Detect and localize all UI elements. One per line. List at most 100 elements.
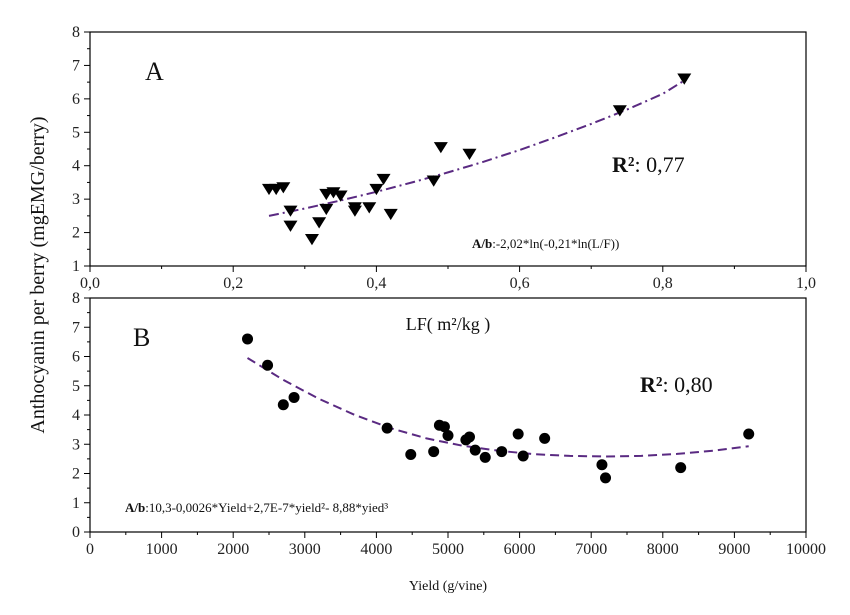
panel-b-y-ticks: 0 1 2 3 4 5 6 7 8 — [72, 290, 90, 541]
x-tick-label: 6000 — [504, 541, 536, 558]
y-tick-label: 1 — [72, 495, 80, 512]
x-tick-label: 0,6 — [510, 275, 530, 292]
panel-b-x-axis-title: Yield (g/vine) — [409, 579, 487, 594]
data-point — [442, 429, 454, 441]
x-tick-label: 0,4 — [366, 275, 386, 292]
panel-a-fit-curve — [268, 79, 685, 217]
data-point — [462, 148, 477, 160]
panel-b-points — [242, 333, 755, 484]
data-point — [276, 182, 291, 194]
panel-b-r2-label: R² — [640, 372, 663, 397]
y-tick-label: 4 — [72, 407, 80, 424]
x-tick-label: 7000 — [575, 541, 607, 558]
data-point — [283, 205, 298, 217]
y-tick-label: 8 — [72, 290, 80, 307]
y-tick-label: 3 — [72, 436, 80, 453]
data-point — [304, 234, 319, 246]
panel-a-points — [262, 73, 692, 246]
x-tick-label: 1000 — [146, 541, 178, 558]
panel-b-x-ticks: 0 1000 2000 3000 4000 5000 6000 7000 8000 9000 100… — [86, 532, 826, 558]
panel-a-label: A — [145, 57, 164, 86]
y-tick-label: 8 — [72, 24, 80, 41]
x-tick-label: 0 — [86, 541, 94, 558]
data-point — [288, 391, 300, 403]
data-point — [326, 187, 341, 199]
x-tick-label: 8000 — [647, 541, 679, 558]
data-point — [463, 431, 475, 443]
data-point — [319, 203, 334, 216]
y-tick-label: 2 — [72, 225, 80, 242]
data-point — [347, 202, 362, 214]
y-tick-label: 5 — [72, 378, 80, 395]
data-point — [376, 173, 391, 186]
x-tick-label: 9000 — [718, 541, 750, 558]
y-tick-label: 2 — [72, 466, 80, 483]
panel-b-equation-label: A/b — [125, 500, 145, 515]
y-tick-label: 0 — [72, 524, 80, 541]
data-point — [677, 73, 692, 85]
x-tick-label: 0,8 — [653, 275, 673, 292]
y-tick-label: 6 — [72, 91, 80, 108]
data-point — [612, 105, 627, 117]
data-point — [428, 446, 440, 458]
data-point — [242, 333, 254, 345]
panel-b-equation: A/b:10,3-0,0026*Yield+2,7E-7*yield²- 8,8… — [125, 500, 388, 515]
y-tick-label: 3 — [72, 191, 80, 208]
data-point — [312, 217, 327, 229]
data-point — [469, 444, 481, 456]
data-point — [512, 428, 524, 440]
data-point — [333, 190, 348, 202]
data-point — [426, 175, 441, 187]
panel-b-r2-value: : 0,80 — [662, 372, 712, 397]
x-tick-label: 0,0 — [80, 275, 100, 292]
data-point — [362, 202, 377, 214]
x-tick-label: 3000 — [289, 541, 321, 558]
data-point — [438, 421, 450, 433]
data-point — [262, 359, 274, 371]
data-point — [539, 432, 551, 444]
x-tick-label: 10000 — [786, 541, 826, 558]
data-point — [277, 399, 289, 411]
panel-b-r2: R²: 0,80 — [640, 372, 713, 397]
panel-a-equation-text: :-2,02*ln(-0,21*ln(L/F)) — [492, 236, 619, 251]
x-tick-label: 4000 — [360, 541, 392, 558]
y-tick-label: 4 — [72, 158, 80, 175]
panel-a-r2: R²: 0,77 — [612, 152, 685, 177]
y-tick-label: 1 — [72, 258, 80, 275]
panel-b-equation-text: :10,3-0,0026*Yield+2,7E-7*yield²- 8,88*y… — [145, 500, 388, 515]
data-point — [381, 422, 393, 434]
data-point — [496, 446, 508, 458]
y-tick-label: 7 — [72, 319, 80, 336]
x-tick-label: 2000 — [217, 541, 249, 558]
data-point — [433, 142, 448, 154]
data-point — [675, 462, 687, 474]
y-tick-label: 6 — [72, 349, 80, 366]
y-axis-title: Anthocyanin per berry (mgEMG/berry) — [27, 116, 49, 433]
data-point — [479, 451, 491, 463]
x-tick-label: 5000 — [432, 541, 464, 558]
panel-a-equation-label: A/b — [472, 236, 492, 251]
panel-a-r2-value: : 0,77 — [634, 152, 684, 177]
panel-b-label: B — [133, 323, 150, 352]
y-tick-label: 7 — [72, 57, 80, 74]
panel-a-x-ticks: 0,0 0,2 0,4 0,6 0,8 1,0 — [80, 266, 816, 292]
panel-a-x-axis-title: LF( m²/kg ) — [406, 314, 490, 335]
data-point — [369, 183, 384, 196]
panel-a: 1 2 3 4 5 6 7 8 0,0 0,2 0,4 0,6 0,8 1,0 A R²: 0,77 A… — [72, 24, 816, 335]
data-point — [405, 448, 417, 460]
x-tick-label: 0,2 — [223, 275, 243, 292]
panel-a-y-ticks: 1 2 3 4 5 6 7 8 — [72, 24, 90, 275]
data-point — [383, 208, 398, 221]
data-point — [596, 459, 608, 471]
panel-a-r2-label: R² — [612, 152, 635, 177]
y-tick-label: 5 — [72, 124, 80, 141]
panel-a-equation: A/b:-2,02*ln(-0,21*ln(L/F)) — [472, 236, 619, 251]
panel-b: 0 1 2 3 4 5 6 7 8 0 1000 2000 3000 4000 5000 6000 7000 8… — [72, 290, 826, 594]
data-point — [600, 472, 612, 484]
data-point — [283, 220, 298, 232]
data-point — [517, 450, 529, 462]
data-point — [743, 428, 755, 440]
x-tick-label: 1,0 — [796, 275, 816, 292]
panel-a-plot-area — [89, 31, 807, 267]
